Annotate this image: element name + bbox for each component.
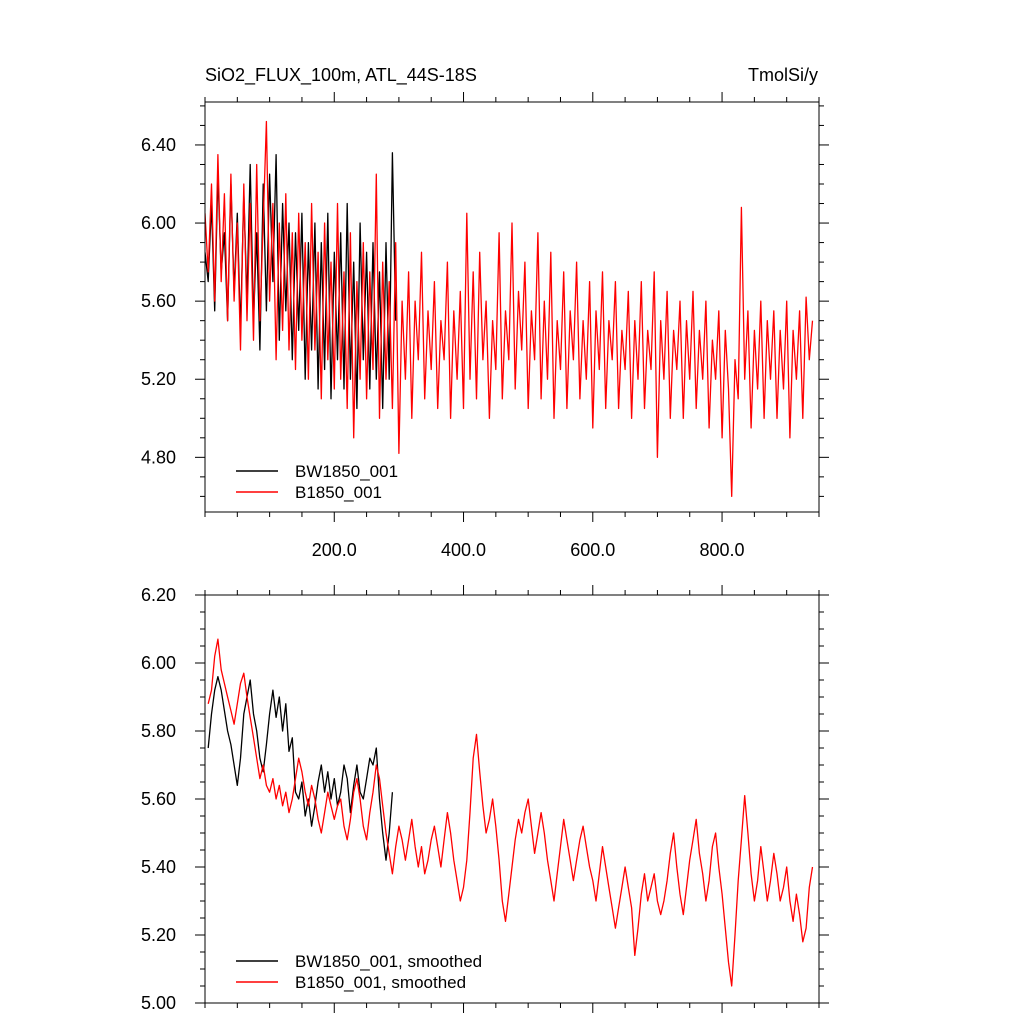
x-tick-label: 400.0 <box>441 540 486 560</box>
y-tick-label: 6.40 <box>141 135 176 155</box>
top-panel-units: TmolSi/y <box>748 65 818 85</box>
top-panel-title: SiO2_FLUX_100m, ATL_44S-18S <box>205 65 477 86</box>
bottom-panel-frame <box>204 594 820 1004</box>
bottom-panel-ticks: 5.00 5.20 5.40 5.60 5.80 6.00 6.20 <box>141 585 829 1013</box>
top-panel-legend: BW1850_001 B1850_001 <box>236 462 398 502</box>
x-tick-label: 600.0 <box>570 540 615 560</box>
y-tick-label: 5.80 <box>141 721 176 741</box>
legend-label-bw1850-smoothed: BW1850_001, smoothed <box>295 952 482 971</box>
y-tick-label: 5.60 <box>141 789 176 809</box>
y-tick-label: 5.60 <box>141 291 176 311</box>
bottom-panel-series <box>207 638 814 987</box>
x-tick-label: 800.0 <box>700 540 745 560</box>
y-tick-label: 6.00 <box>141 213 176 233</box>
top-panel-series <box>205 120 814 498</box>
y-tick-label: 4.80 <box>141 447 176 467</box>
top-panel-frame <box>204 101 820 513</box>
y-tick-label: 5.00 <box>141 993 176 1013</box>
y-tick-label: 6.00 <box>141 653 176 673</box>
legend-label-bw1850: BW1850_001 <box>295 462 398 481</box>
top-panel: SiO2_FLUX_100m, ATL_44S-18S TmolSi/y 200… <box>141 65 829 560</box>
top-panel-ticks: 200.0 400.0 600.0 800.0 4.80 5.20 5.60 6.00 6.40 <box>141 92 829 560</box>
series-line-1-1 <box>207 638 814 987</box>
legend-label-b1850-smoothed: B1850_001, smoothed <box>295 973 466 992</box>
series-line-0-1 <box>205 120 814 498</box>
bottom-panel: 5.00 5.20 5.40 5.60 5.80 6.00 6.20 BW1850_001,… <box>141 585 829 1013</box>
bottom-panel-legend: BW1850_001, smoothed B1850_001, smoothed <box>236 952 482 992</box>
y-tick-label: 5.20 <box>141 369 176 389</box>
y-tick-label: 5.20 <box>141 925 176 945</box>
y-tick-label: 5.40 <box>141 857 176 877</box>
legend-label-b1850: B1850_001 <box>295 483 382 502</box>
x-tick-label: 200.0 <box>312 540 357 560</box>
series-line-1-0 <box>207 675 394 861</box>
y-tick-label: 6.20 <box>141 585 176 605</box>
